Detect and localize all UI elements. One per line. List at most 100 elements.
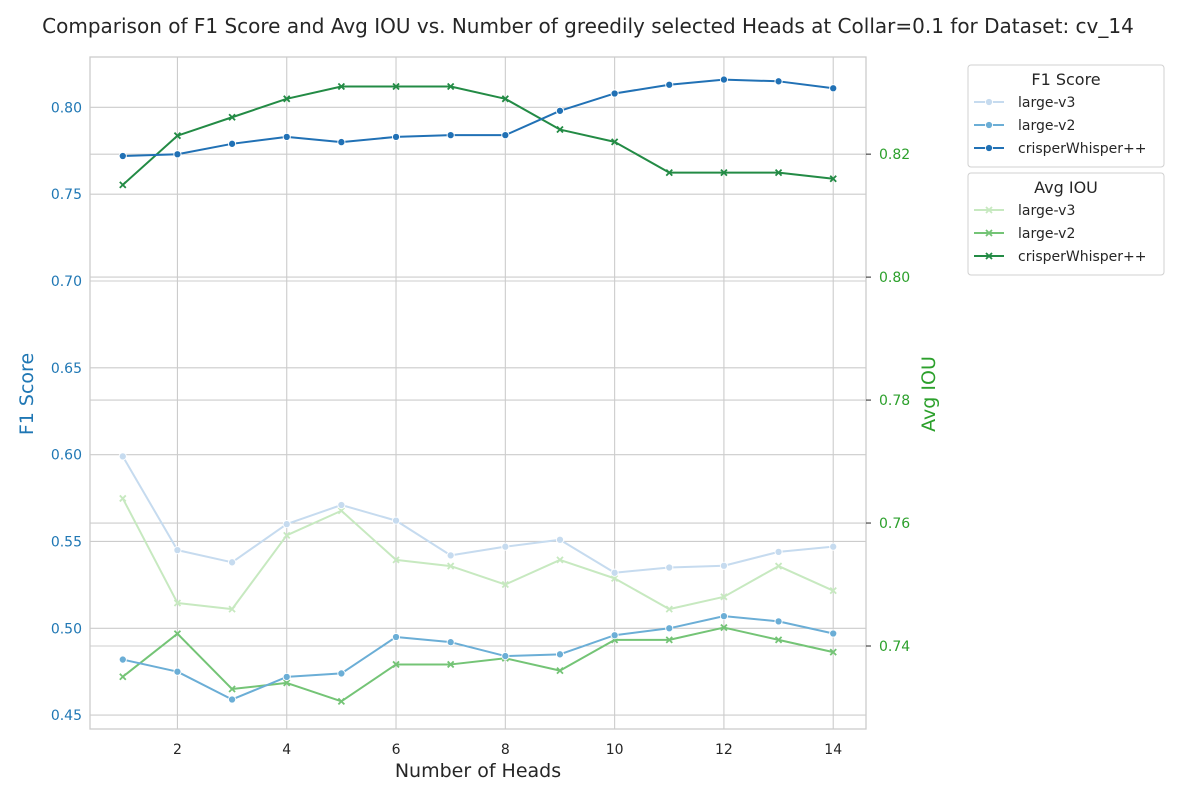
f1-large-v2-point: [501, 652, 510, 661]
legend-f1-score: F1 Score large-v3 large-v2 crisperWhisper++: [967, 64, 1165, 168]
x-axis-label: Number of Heads: [395, 760, 561, 782]
f1-large-v3-point: [719, 561, 728, 570]
legend-title: F1 Score: [1031, 70, 1100, 89]
f1-large-v3-point: [665, 563, 674, 572]
iou-large-v2-series: [119, 623, 837, 705]
y-right-axis-label: Avg IOU: [918, 356, 940, 432]
f1-crisperwhisper-point: [610, 89, 619, 98]
f1-crisperwhisper-point: [391, 132, 401, 141]
iou-large-v3-point: [720, 593, 728, 601]
f1-large-v3-point: [337, 500, 346, 510]
iou-large-v3-line: [121, 497, 834, 611]
f1-crisperwhisper-point: [665, 80, 674, 89]
f1-large-v2-point: [719, 612, 728, 621]
f1-large-v2-point: [282, 672, 291, 681]
legend-entry-large-v2: large-v2: [1018, 118, 1075, 134]
iou-large-v3-point: [283, 531, 291, 539]
iou-large-v2-point: [337, 697, 346, 705]
iou-crisperwhisper-point: [829, 175, 837, 183]
iou-crisperwhisper-point: [119, 181, 127, 189]
x-tick-label: 12: [715, 742, 733, 758]
iou-large-v3-point: [774, 562, 783, 570]
iou-large-v2-point: [283, 679, 291, 687]
iou-crisperwhisper-point: [774, 168, 783, 177]
iou-crisperwhisper-point: [501, 95, 509, 103]
x-tick-label: 14: [824, 742, 842, 758]
iou-large-v3-point: [829, 587, 837, 595]
f1-crisperwhisper-line: [122, 78, 834, 157]
y-left-tick-labels: 0.45 0.50 0.55 0.60 0.65 0.70 0.75 0.80: [51, 100, 82, 724]
f1-large-v2-point: [118, 655, 127, 664]
f1-large-v2-point: [774, 617, 783, 626]
y-left-tick-label: 0.65: [51, 361, 82, 377]
iou-large-v2-point: [119, 673, 127, 681]
iou-crisperwhisper-series: [119, 82, 837, 189]
iou-crisperwhisper-point: [556, 125, 564, 134]
f1-large-v3-series: [118, 452, 838, 577]
f1-large-v3-point: [829, 542, 838, 551]
y-left-tick-label: 0.45: [51, 708, 82, 724]
f1-large-v3-point: [610, 568, 619, 577]
iou-large-v3-point: [501, 580, 509, 589]
f1-large-v3-line: [121, 455, 834, 574]
iou-large-v3-point: [556, 556, 564, 564]
iou-large-v2-point: [447, 660, 455, 669]
x-tick-label: 8: [501, 742, 510, 758]
iou-crisperwhisper-point: [665, 168, 673, 177]
iou-crisperwhisper-point: [173, 132, 182, 140]
f1-large-v2-point: [228, 695, 237, 704]
legend-title: Avg IOU: [1034, 178, 1098, 197]
f1-large-v3-point: [774, 547, 783, 556]
y-right-tick-label: 0.74: [879, 639, 910, 655]
f1-large-v2-point: [337, 669, 346, 678]
iou-large-v3-point: [665, 605, 673, 613]
legend-avg-iou: Avg IOU large-v3 large-v2 crisperWhisper++: [967, 172, 1165, 276]
x-tick-label: 4: [282, 742, 291, 758]
iou-large-v2-point: [228, 685, 236, 693]
legend-swatch-marker: [985, 206, 993, 214]
y-left-tick-label: 0.60: [51, 448, 82, 464]
iou-large-v2-point: [774, 636, 783, 644]
x-tick-label: 10: [606, 742, 624, 758]
legend-swatch-marker: [984, 143, 994, 153]
f1-large-v2-series: [118, 612, 838, 704]
y-left-tick-label: 0.55: [51, 534, 82, 550]
legend-entry-large-v3: large-v3: [1018, 203, 1075, 219]
x-tick-label: 2: [173, 742, 182, 758]
y-right-tick-label: 0.82: [879, 147, 910, 163]
iou-crisperwhisper-point: [447, 82, 455, 91]
f1-large-v2-point: [555, 650, 565, 659]
f1-crisperwhisper-point: [173, 150, 182, 159]
f1-large-v2-line: [122, 615, 834, 701]
f1-crisperwhisper-series: [118, 75, 838, 161]
f1-crisperwhisper-point: [719, 75, 728, 84]
f1-large-v3-point: [391, 516, 401, 525]
grid-layer: [90, 57, 866, 729]
iou-large-v2-point: [665, 636, 673, 644]
legend-swatch-marker: [984, 97, 994, 107]
y-left-tick-label: 0.50: [51, 621, 82, 637]
iou-large-v3-point: [447, 562, 455, 570]
iou-crisperwhisper-point: [610, 138, 619, 146]
y-right-tick-labels: 0.74 0.76 0.78 0.80 0.82: [866, 147, 910, 655]
f1-large-v2-point: [446, 638, 455, 647]
y-right-tick-label: 0.76: [879, 516, 910, 532]
iou-crisperwhisper-point: [720, 168, 728, 177]
iou-large-v3-point: [228, 605, 236, 613]
iou-crisperwhisper-point: [392, 82, 400, 91]
iou-large-v3-point: [610, 574, 619, 583]
y-left-tick-label: 0.75: [51, 187, 82, 203]
f1-large-v2-point: [610, 631, 619, 640]
y-left-tick-label: 0.80: [51, 100, 82, 116]
f1-large-v3-point: [446, 551, 455, 560]
f1-large-v2-point: [665, 624, 674, 633]
f1-large-v3-point: [282, 520, 291, 529]
plot-border: [89, 56, 867, 730]
legend-box: [967, 64, 1165, 168]
legend-swatch-marker: [985, 252, 993, 260]
legend-entry-large-v2: large-v2: [1018, 226, 1075, 242]
f1-large-v3-point: [501, 542, 510, 551]
f1-crisperwhisper-point: [282, 132, 291, 141]
legend-box: [967, 172, 1165, 276]
iou-large-v2-point: [392, 660, 400, 669]
